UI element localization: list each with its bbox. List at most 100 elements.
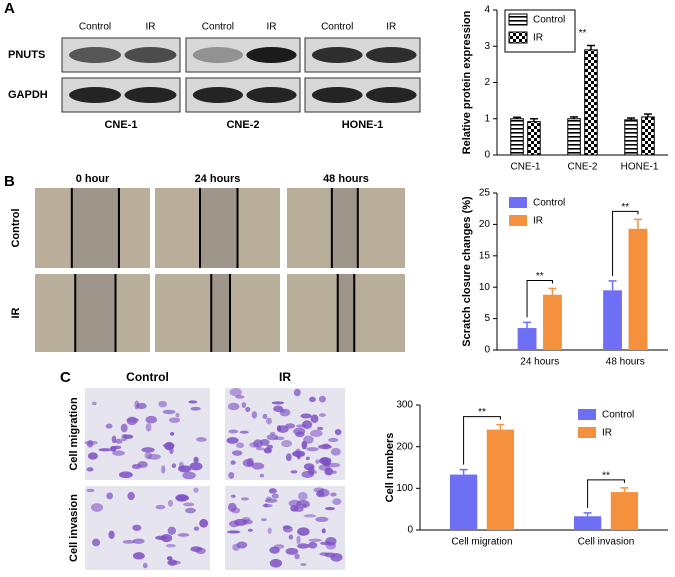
stained-cell xyxy=(230,494,236,498)
legend-swatch xyxy=(508,13,528,26)
stained-cell xyxy=(91,401,97,406)
stained-cell xyxy=(330,447,341,456)
stained-cell xyxy=(236,541,248,549)
stained-cell xyxy=(269,558,282,568)
stained-cell xyxy=(193,456,199,463)
stained-cell xyxy=(110,445,117,452)
legend-label: Control xyxy=(533,15,565,26)
stained-cell xyxy=(111,435,117,444)
stained-cell xyxy=(161,465,166,474)
stained-cell xyxy=(285,453,292,462)
stained-cell xyxy=(259,473,265,478)
stained-cell xyxy=(318,413,326,417)
column-label: IR xyxy=(279,370,291,384)
wound-gap xyxy=(75,274,116,352)
stained-cell xyxy=(313,487,325,493)
stained-cell xyxy=(92,538,101,547)
blot-band xyxy=(365,87,417,103)
stained-cell xyxy=(302,503,307,507)
time-label: 24 hours xyxy=(195,173,241,185)
stained-cell xyxy=(98,448,112,452)
stained-cell xyxy=(141,447,155,453)
stained-cell xyxy=(308,396,316,403)
stained-cell xyxy=(260,518,267,522)
stained-cell xyxy=(145,423,152,432)
stained-cell xyxy=(193,487,199,493)
stained-cell xyxy=(297,527,310,536)
stained-cell xyxy=(305,456,310,461)
stained-cell xyxy=(320,541,332,546)
stained-cell xyxy=(259,439,270,446)
y-axis-label: Scratch closure changes (%) xyxy=(461,196,473,347)
significance-mark: ** xyxy=(478,407,486,418)
x-tick-label: Cell invasion xyxy=(578,537,635,548)
stained-cell xyxy=(227,530,241,534)
stained-cell xyxy=(177,533,190,537)
stained-cell xyxy=(295,431,305,438)
stained-cell xyxy=(166,556,173,561)
y-tick-label: 0 xyxy=(484,150,490,161)
bar xyxy=(573,516,602,530)
bar xyxy=(584,49,598,156)
stained-cell xyxy=(318,395,326,403)
stained-cell xyxy=(297,543,310,549)
stained-cell xyxy=(108,530,115,539)
stained-cell xyxy=(321,528,326,534)
stained-cell xyxy=(328,437,339,443)
stained-cell xyxy=(115,438,123,444)
stained-cell xyxy=(175,494,190,501)
significance-mark: ** xyxy=(579,28,587,39)
stained-cell xyxy=(303,435,314,444)
legend-label: IR xyxy=(533,33,543,44)
stained-cell xyxy=(90,503,104,512)
stained-cell xyxy=(332,470,337,474)
stained-cell xyxy=(267,527,272,534)
stained-cell xyxy=(266,444,273,450)
stained-cell xyxy=(226,437,239,444)
stained-cell xyxy=(265,417,272,425)
blot-row-label: GAPDH xyxy=(8,89,48,101)
stained-cell xyxy=(193,526,200,531)
stained-cell xyxy=(310,414,319,423)
stained-cell xyxy=(121,433,128,442)
stained-cell xyxy=(189,462,203,471)
significance-mark: ** xyxy=(602,471,610,482)
stained-cell xyxy=(262,413,268,419)
stained-cell xyxy=(300,413,312,419)
stained-cell xyxy=(136,402,147,410)
lane-label: IR xyxy=(386,22,396,33)
stained-cell xyxy=(293,388,301,397)
stained-cell xyxy=(86,488,95,493)
stained-cell xyxy=(251,462,265,470)
stained-cell xyxy=(167,499,174,507)
stained-cell xyxy=(190,406,201,411)
stained-cell xyxy=(142,562,148,569)
x-tick-label: HONE-1 xyxy=(621,162,659,173)
y-axis-label: Cell numbers xyxy=(384,433,396,503)
stained-cell xyxy=(249,442,259,448)
lane-label: Control xyxy=(79,22,111,33)
stained-cell xyxy=(165,543,176,548)
stained-cell xyxy=(185,507,196,514)
legend-label: Control xyxy=(602,410,634,421)
blot-row-label: PNUTS xyxy=(8,49,45,61)
stained-cell xyxy=(315,516,329,523)
wound-gap xyxy=(337,274,355,352)
y-tick-label: 10 xyxy=(479,282,491,293)
cell-line-label: CNE-2 xyxy=(226,119,259,131)
stained-cell xyxy=(281,440,293,448)
transwell-row-label: Cell migration xyxy=(68,397,80,471)
stained-cell xyxy=(196,437,207,442)
bar xyxy=(543,294,562,350)
stained-cell xyxy=(229,388,242,397)
stained-cell xyxy=(144,451,153,460)
stained-cell xyxy=(127,491,135,501)
y-tick-label: 2 xyxy=(484,77,490,88)
y-tick-label: 3 xyxy=(484,41,490,52)
stained-cell xyxy=(167,559,177,566)
panel-letter: A xyxy=(4,0,15,17)
stained-cell xyxy=(324,506,335,511)
stained-cell xyxy=(296,535,301,545)
blot-band xyxy=(246,47,297,63)
y-tick-label: 200 xyxy=(396,441,413,452)
